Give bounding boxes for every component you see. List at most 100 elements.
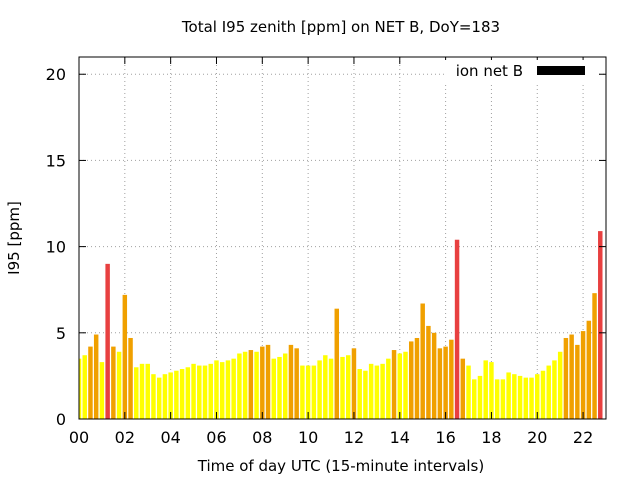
bar [449, 339, 454, 419]
bar [151, 374, 156, 419]
bar [134, 367, 139, 419]
bar [357, 369, 362, 419]
y-tick-label: 5 [56, 324, 66, 343]
bar [523, 377, 529, 419]
chart-title: Total I95 zenith [ppm] on NET B, DoY=183 [181, 18, 500, 36]
bar [340, 356, 345, 419]
x-axis-title: Time of day UTC (15-minute intervals) [197, 457, 484, 475]
bar [397, 353, 403, 419]
bar [323, 355, 328, 419]
bar [128, 337, 133, 419]
x-tick-label: 16 [435, 428, 455, 447]
x-tick-label: 22 [573, 428, 593, 447]
grid [79, 57, 606, 419]
bar [294, 348, 299, 419]
bar [174, 370, 179, 419]
bar [460, 358, 466, 419]
bar [82, 355, 87, 419]
bar [374, 365, 380, 419]
y-tick-label: 0 [56, 410, 66, 429]
x-tick-label: 08 [252, 428, 272, 447]
bar [363, 370, 368, 419]
bar [139, 363, 145, 419]
plot-frame [78, 56, 607, 420]
bar [145, 363, 150, 419]
x-tick-label: 06 [206, 428, 226, 447]
bar [225, 360, 231, 419]
x-tick-label: 14 [390, 428, 410, 447]
bar [260, 346, 265, 419]
bar [351, 348, 357, 419]
bar [282, 353, 288, 419]
bar [265, 344, 271, 419]
bar [334, 308, 340, 419]
x-tick-label: 00 [69, 428, 89, 447]
bar [580, 331, 586, 419]
bar [305, 365, 311, 419]
bar [162, 374, 168, 419]
x-tick-label: 04 [160, 428, 180, 447]
legend-background [444, 60, 598, 82]
bar [208, 363, 213, 419]
bar [99, 362, 105, 419]
bar [254, 351, 259, 419]
bar [414, 337, 420, 419]
bar [317, 360, 322, 419]
bar [288, 344, 294, 419]
x-tick-label: 12 [344, 428, 364, 447]
bar [552, 360, 557, 419]
bar [88, 346, 93, 419]
bar [93, 334, 99, 419]
bar [191, 363, 196, 419]
bar [535, 374, 540, 419]
x-tick-label: 02 [115, 428, 135, 447]
bar [237, 353, 242, 419]
bar [122, 294, 128, 419]
bar [569, 334, 574, 419]
bar [489, 362, 494, 419]
x-tick-label: 18 [481, 428, 501, 447]
bar [426, 325, 431, 419]
bar [483, 360, 488, 419]
bar [185, 367, 191, 419]
bar [540, 370, 546, 419]
bar [512, 374, 517, 419]
bar [506, 372, 511, 419]
bar [300, 365, 305, 419]
bar [214, 360, 219, 419]
bar [79, 358, 82, 419]
bar [219, 362, 225, 419]
bar [431, 332, 437, 419]
bar [443, 346, 448, 419]
bars [79, 231, 603, 419]
bar [386, 358, 391, 419]
bar [529, 377, 534, 419]
bar [105, 263, 110, 419]
y-axis-title: I95 [ppm] [5, 201, 23, 275]
bar [197, 365, 202, 419]
bar [311, 365, 317, 419]
y-tick-label: 10 [46, 238, 66, 257]
bar [546, 365, 551, 419]
bar [156, 377, 162, 419]
legend-swatch [537, 66, 585, 75]
bar [391, 350, 397, 419]
bar [202, 365, 208, 419]
legend: ion net B [444, 60, 598, 82]
bar [242, 351, 248, 419]
bar [116, 351, 122, 419]
bar [403, 351, 408, 419]
y-tick-label: 20 [46, 65, 66, 84]
bar [472, 379, 477, 419]
y-tick-label: 15 [46, 151, 66, 170]
bar [592, 293, 597, 419]
bar [437, 348, 443, 419]
bar [248, 350, 254, 419]
bar [345, 355, 351, 419]
bar [420, 303, 425, 419]
x-tick-label: 10 [298, 428, 318, 447]
x-tick-labels: 00 02 04 06 08 10 12 14 16 18 20 22 [69, 428, 593, 447]
bar [494, 379, 500, 419]
bar [563, 337, 569, 419]
